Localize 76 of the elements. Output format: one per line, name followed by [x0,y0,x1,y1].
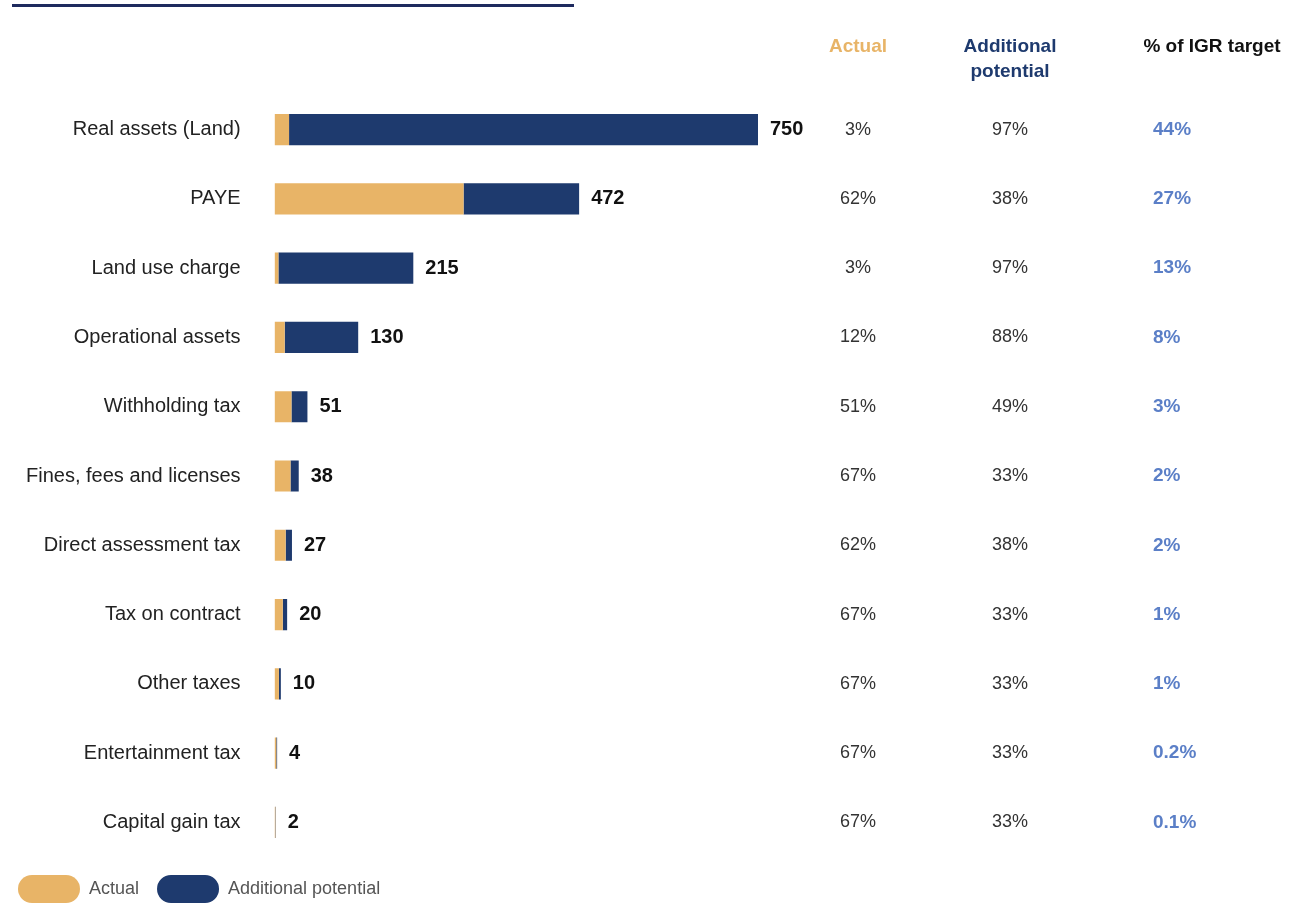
text: 12% [839,326,877,347]
text: 3% [844,257,872,278]
text: 33% [991,742,1029,763]
bar [274,668,279,700]
text: 97% [991,118,1029,139]
annotation: 750 [770,117,804,140]
annotation: 10 [292,671,316,694]
y-tick-label: Entertainment tax [83,740,241,763]
text: 3% [1153,394,1181,416]
bar [282,598,288,631]
y-tick-label: Operational assets [73,324,241,347]
bar [274,460,291,492]
bar [290,460,299,492]
text: 49% [991,395,1029,416]
text: 13% [1153,256,1192,278]
bar [274,114,290,146]
legend-label: Actual [89,877,140,898]
y-tick-label: Real assets (Land) [72,117,241,140]
text: 38% [991,187,1029,208]
text: 1% [1153,672,1181,694]
text: 67% [839,811,877,832]
annotation: 2 [287,809,299,832]
text: Additional potential [963,35,1057,82]
legend-label: Additional potential [228,877,381,898]
text: 67% [839,464,877,485]
y-tick-label: Fines, fees and licenses [26,463,241,486]
text: 27% [1153,187,1192,209]
y-tick-label: Direct assessment tax [43,532,241,555]
y-tick-label: Withholding tax [103,394,241,417]
bar [278,252,414,284]
bar [463,183,580,215]
y-tick-label: Other taxes [137,671,241,694]
bar [289,114,758,146]
text: 62% [839,187,877,208]
text: 2% [1153,533,1181,555]
text: 38% [991,534,1029,555]
y-tick-label: Capital gain tax [102,809,241,832]
annotation: 51 [319,394,342,417]
annotation: 38 [310,463,333,486]
text: 44% [1153,117,1192,139]
annotation: 4 [289,740,302,763]
annotation: 130 [370,324,404,347]
text: 67% [839,603,877,624]
bar [274,183,464,215]
annotation: 27 [303,532,327,555]
text: % of IGR target [1143,35,1282,57]
text: 33% [991,464,1029,485]
text: 33% [991,811,1029,832]
text: Actual [828,35,888,57]
text: 1% [1153,602,1181,624]
text: 88% [991,326,1029,347]
text: 67% [839,742,877,763]
text: 33% [991,672,1029,693]
text: 2% [1153,464,1181,486]
annotation: 215 [425,255,459,278]
y-tick-label: PAYE [190,186,241,209]
text: 33% [991,603,1029,624]
bar [284,321,359,354]
bar [291,391,308,423]
text: 67% [839,672,877,693]
bar [285,529,292,561]
text: 62% [839,534,877,555]
text: 97% [991,257,1029,278]
y-tick-label: Tax on contract [104,602,241,625]
text: 51% [839,395,877,416]
bar [274,321,285,354]
text: 3% [844,118,872,139]
annotation: 472 [591,186,625,209]
bar [274,529,286,561]
y-tick-label: Land use charge [91,255,241,278]
bar [274,598,283,631]
annotation: 20 [299,602,322,625]
text: 0.1% [1153,810,1197,832]
text: 0.2% [1153,741,1197,763]
text: 8% [1153,325,1181,347]
bar [274,391,292,423]
